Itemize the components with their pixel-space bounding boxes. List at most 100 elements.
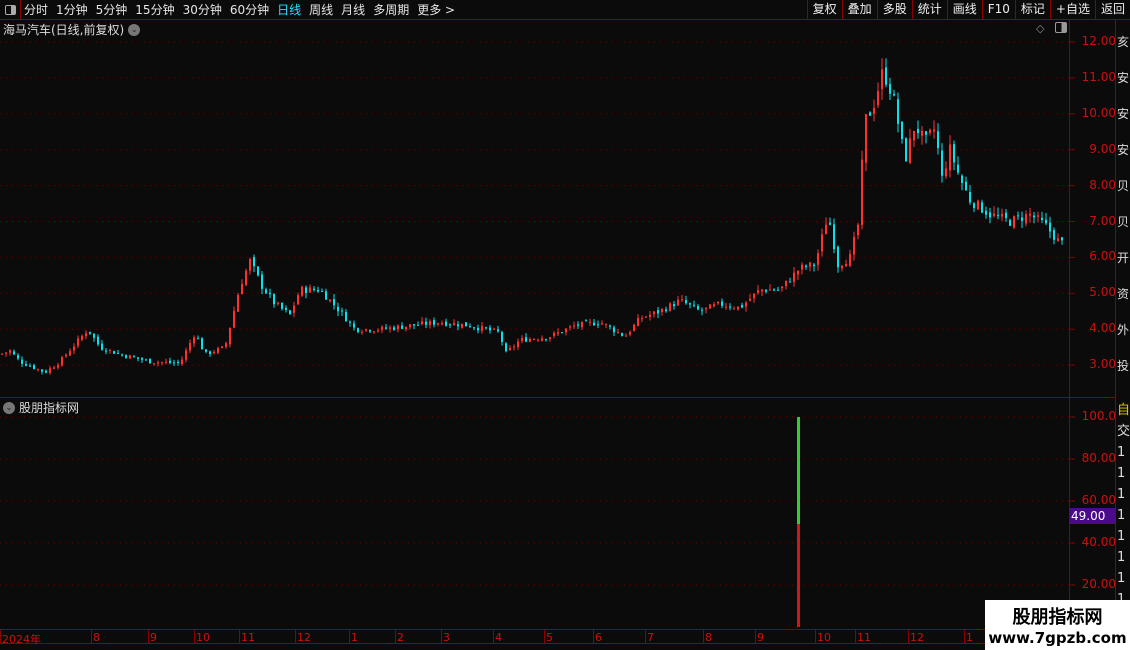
toolbar-action-8[interactable]: 返回 — [1094, 0, 1130, 19]
candle-body — [357, 328, 359, 332]
candle-body — [237, 294, 239, 312]
period-tab-1[interactable]: 1分钟 — [56, 3, 88, 17]
candle-body — [105, 350, 107, 352]
candle-body — [885, 67, 887, 85]
date-tick — [703, 629, 704, 643]
indicator-bar-low — [797, 524, 800, 627]
period-tab-2[interactable]: 5分钟 — [95, 3, 128, 17]
candle-body — [689, 303, 691, 305]
x-axis-bottom — [0, 643, 985, 644]
candle-body — [1001, 214, 1003, 217]
toolbar-action-6[interactable]: 标记 — [1014, 0, 1050, 19]
candle-body — [553, 332, 555, 337]
candle-body — [73, 346, 75, 351]
candle-body — [653, 311, 655, 315]
side-divider — [1115, 20, 1116, 630]
toolbar-action-3[interactable]: 统计 — [911, 0, 947, 19]
candle-body — [641, 318, 643, 320]
candle-body — [525, 337, 527, 342]
sub-chart-title[interactable]: ⌄ 股朋指标网 — [3, 399, 79, 416]
period-tab-6[interactable]: 日线 — [277, 3, 302, 17]
candle-body — [1037, 215, 1039, 217]
candle-body — [33, 365, 35, 369]
candle-body — [401, 325, 403, 329]
date-label: 7 — [647, 631, 654, 644]
candle-body — [881, 69, 883, 90]
candle-body — [277, 303, 279, 305]
candle-body — [845, 263, 847, 267]
candle-body — [657, 310, 659, 314]
candle-body — [1061, 237, 1063, 241]
candle-body — [649, 314, 651, 317]
period-tab-0[interactable]: 分时 — [24, 3, 49, 17]
candle-body — [773, 289, 775, 291]
candle-body — [89, 331, 91, 334]
candle-body — [465, 322, 467, 327]
date-label: 4 — [495, 631, 502, 644]
candle-body — [509, 347, 511, 351]
candle-body — [797, 270, 799, 275]
candle-body — [397, 325, 399, 330]
candle-body — [953, 144, 955, 163]
candle-body — [529, 338, 531, 342]
candle-body — [161, 362, 163, 364]
period-tab-5[interactable]: 60分钟 — [229, 3, 270, 17]
chevron-down-icon[interactable]: ⌄ — [3, 401, 15, 414]
candle-body — [289, 310, 291, 315]
period-tab-8[interactable]: 月线 — [341, 3, 366, 17]
date-label: 8 — [705, 631, 712, 644]
candle-body — [857, 224, 859, 236]
panel-icon[interactable] — [1055, 22, 1067, 33]
period-tab-10[interactable]: 更多 > — [417, 3, 456, 17]
toolbar-action-0[interactable]: 复权 — [806, 0, 842, 19]
candle-body — [1041, 217, 1043, 221]
candle-body — [13, 351, 15, 355]
panel-toggle-button[interactable] — [0, 0, 21, 19]
toolbar-action-2[interactable]: 多股 — [876, 0, 912, 19]
period-tab-7[interactable]: 周线 — [309, 3, 334, 17]
period-tab-4[interactable]: 30分钟 — [182, 3, 222, 17]
candle-body — [425, 321, 427, 325]
candle-body — [29, 365, 31, 367]
candle-body — [97, 336, 99, 345]
candle-body — [601, 323, 603, 325]
candle-body — [913, 130, 915, 141]
chevron-down-icon[interactable]: ⌄ — [128, 23, 141, 36]
candle-body — [605, 324, 607, 326]
candle-body — [805, 265, 807, 268]
candle-body — [165, 361, 167, 363]
watermark: 股朋指标网 www.7gpzb.com — [985, 600, 1130, 650]
date-tick — [493, 629, 494, 643]
candle-body — [461, 323, 463, 328]
candle-body — [369, 330, 371, 332]
candle-body — [497, 329, 499, 332]
candle-body — [865, 114, 867, 163]
candle-body — [377, 330, 379, 332]
period-tab-9[interactable]: 多周期 — [373, 3, 410, 17]
candle-body — [145, 359, 147, 361]
candle-body — [353, 323, 355, 328]
toolbar-action-7[interactable]: +自选 — [1049, 0, 1095, 19]
candle-body — [137, 357, 139, 359]
toolbar-action-1[interactable]: 叠加 — [841, 0, 877, 19]
candle-body — [473, 327, 475, 329]
x-axis-line — [0, 629, 985, 630]
candle-body — [949, 144, 951, 171]
candle-body — [385, 327, 387, 329]
candle-body — [457, 324, 459, 327]
toolbar-action-5[interactable]: F10 — [981, 0, 1015, 19]
candle-body — [1029, 213, 1031, 216]
price-tick: 3.00 — [1089, 357, 1116, 372]
diamond-icon[interactable]: ◇ — [1036, 22, 1045, 35]
candle-body — [445, 321, 447, 326]
candle-body — [621, 333, 623, 336]
main-chart-title[interactable]: 海马汽车(日线,前复权) ⌄ — [3, 21, 141, 38]
cursor-value-label: 49.00 — [1070, 508, 1116, 524]
toolbar-action-4[interactable]: 画线 — [946, 0, 982, 19]
candle-body — [393, 327, 395, 330]
period-tab-3[interactable]: 15分钟 — [135, 3, 175, 17]
candle-body — [245, 270, 247, 285]
candle-body — [1025, 214, 1027, 224]
